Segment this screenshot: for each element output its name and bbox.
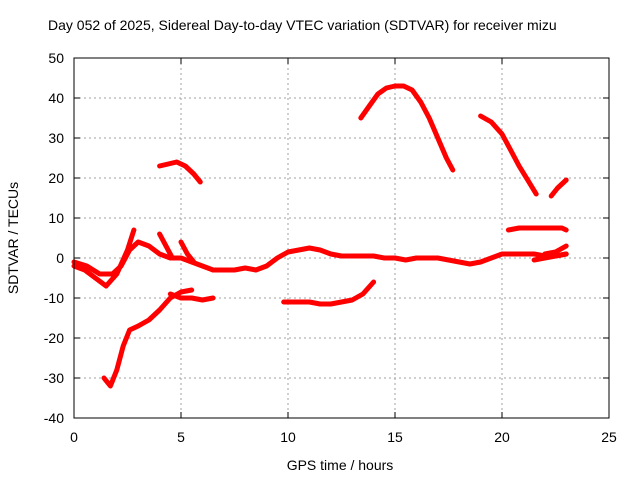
x-tick-label: 25	[601, 429, 617, 445]
y-tick-label: 40	[48, 90, 64, 106]
x-tick-label: 10	[280, 429, 296, 445]
y-tick-label: -30	[44, 370, 64, 386]
y-tick-label: 20	[48, 170, 64, 186]
series-line-s14	[157, 231, 175, 261]
series-line-s6	[167, 291, 216, 303]
series-line-s12	[531, 251, 569, 263]
y-tick-label: -20	[44, 330, 64, 346]
series-line-s11	[505, 225, 569, 233]
tick-layer: 0 5 10 15 20 25 -40 -30 -20 -10 0 10 20 30 40 50	[44, 50, 617, 445]
series-line-s13	[542, 243, 569, 257]
y-tick-label: 0	[56, 250, 64, 266]
series-line-s5	[101, 287, 195, 389]
y-tick-label: -40	[44, 410, 64, 426]
series-line-s15	[178, 239, 197, 265]
series-line-s8	[358, 83, 456, 173]
y-axis-label: SDTVAR / TECUs	[5, 182, 21, 294]
y-tick-label: -10	[44, 290, 64, 306]
x-tick-label: 15	[387, 429, 403, 445]
x-axis-label: GPS time / hours	[287, 457, 394, 473]
x-tick-label: 0	[70, 429, 78, 445]
y-tick-label: 30	[48, 130, 64, 146]
series-line-s2	[71, 239, 216, 277]
series-line-s4	[157, 159, 203, 185]
series-line-s10	[548, 177, 569, 199]
plot-frame	[73, 57, 610, 419]
series-layer	[71, 83, 569, 389]
y-tick-label: 50	[48, 50, 64, 66]
series-line-s3	[210, 245, 569, 273]
y-tick-label: 10	[48, 210, 64, 226]
x-tick-label: 5	[177, 429, 185, 445]
series-line-s7	[281, 279, 377, 307]
series-line-s9	[478, 113, 539, 197]
x-tick-label: 20	[494, 429, 510, 445]
chart-title: Day 052 of 2025, Sidereal Day-to-day VTE…	[48, 17, 557, 33]
grid-layer	[74, 58, 609, 418]
